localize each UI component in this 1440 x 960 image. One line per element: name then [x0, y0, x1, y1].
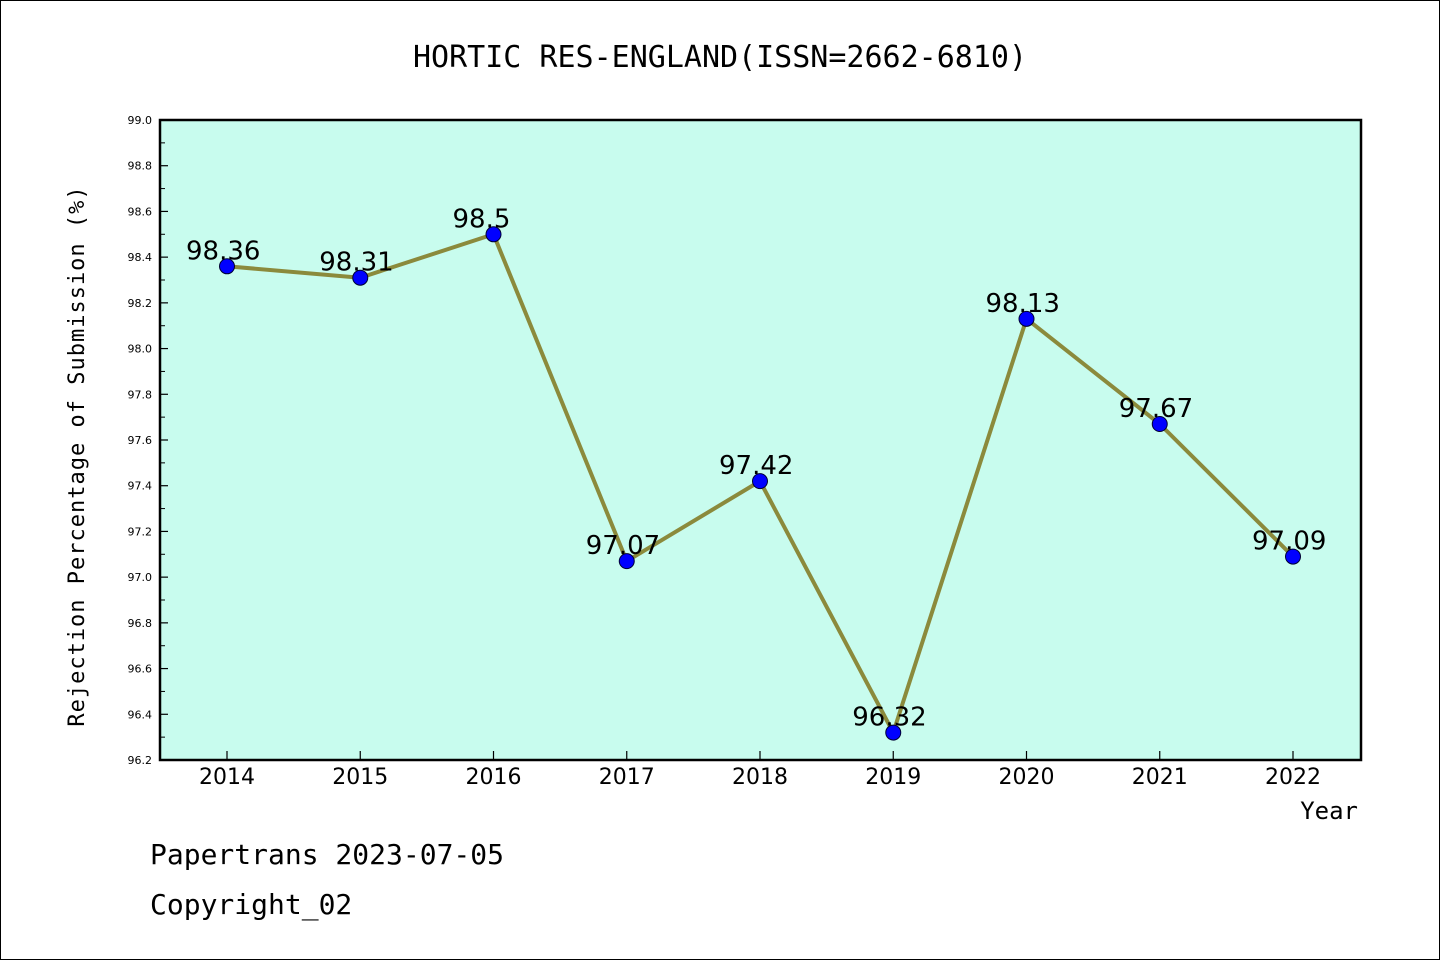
data-point — [352, 269, 369, 286]
y-tick-label: 96.8 — [128, 617, 153, 630]
y-tick-label: 97.2 — [128, 525, 153, 538]
y-tick-label: 99.0 — [128, 114, 153, 127]
y-tick-label: 96.6 — [128, 663, 153, 676]
y-tick-label: 97.4 — [128, 480, 153, 493]
x-tick-label: 2019 — [865, 765, 921, 790]
y-tick-label: 97.0 — [128, 571, 153, 584]
y-tick-label: 98.6 — [128, 205, 153, 218]
x-tick-label: 2018 — [732, 765, 788, 790]
plot-area — [158, 118, 1363, 762]
x-tick-label: 2021 — [1132, 765, 1188, 790]
chart-title: HORTIC RES-ENGLAND(ISSN=2662-6810) — [413, 40, 1027, 75]
data-label: 97.67 — [1119, 394, 1193, 424]
y-tick-label: 96.4 — [128, 708, 153, 721]
data-label: 98.36 — [186, 236, 260, 266]
data-point — [1285, 548, 1301, 565]
x-axis: 2014 2015 2016 2017 2018 2019 2020 2021 2022 — [199, 751, 1321, 790]
data-label: 98.13 — [986, 289, 1060, 319]
data-point — [219, 258, 235, 275]
x-tick-label: 2014 — [199, 765, 255, 790]
y-tick-label: 97.6 — [128, 434, 153, 447]
y-tick-label: 97.8 — [128, 388, 153, 401]
y-tick-label: 98.4 — [128, 251, 153, 264]
data-label: 97.09 — [1252, 527, 1326, 557]
footer-copyright: Copyright_02 — [150, 888, 352, 922]
data-points — [219, 226, 1301, 741]
y-tick-label: 98.8 — [128, 160, 153, 173]
x-tick-label: 2016 — [466, 765, 522, 790]
y-tick-label: 98.2 — [128, 297, 153, 310]
data-point — [485, 226, 502, 243]
y-axis-label: Rejection Percentage of Submission (%) — [65, 185, 90, 726]
x-axis-label: Year — [1300, 797, 1358, 825]
x-tick-label: 2022 — [1265, 765, 1321, 790]
x-tick-label: 2015 — [332, 765, 388, 790]
y-tick-label: 98.0 — [128, 343, 153, 356]
data-label: 97.42 — [719, 451, 793, 481]
data-label: 98.5 — [453, 204, 511, 234]
data-point — [618, 553, 635, 570]
data-point — [1151, 416, 1168, 432]
data-point — [1018, 310, 1035, 327]
footer-date: Papertrans 2023-07-05 — [150, 838, 504, 871]
x-tick-label: 2017 — [599, 765, 655, 790]
data-labels: 98.36 98.31 98.5 97.07 97.42 96.32 98.13 97.67 9… — [186, 204, 1326, 732]
y-tick-label: 96.2 — [128, 754, 153, 767]
data-label: 98.31 — [319, 248, 393, 278]
data-label: 97.07 — [586, 531, 660, 561]
y-axis: 96.2 96.4 96.6 96.8 97.0 97.2 97.4 97.6 97.8 98.0… — [128, 114, 168, 767]
data-point — [752, 473, 768, 490]
data-point — [885, 724, 902, 741]
x-tick-label: 2020 — [999, 765, 1055, 790]
data-label: 96.32 — [852, 703, 926, 733]
